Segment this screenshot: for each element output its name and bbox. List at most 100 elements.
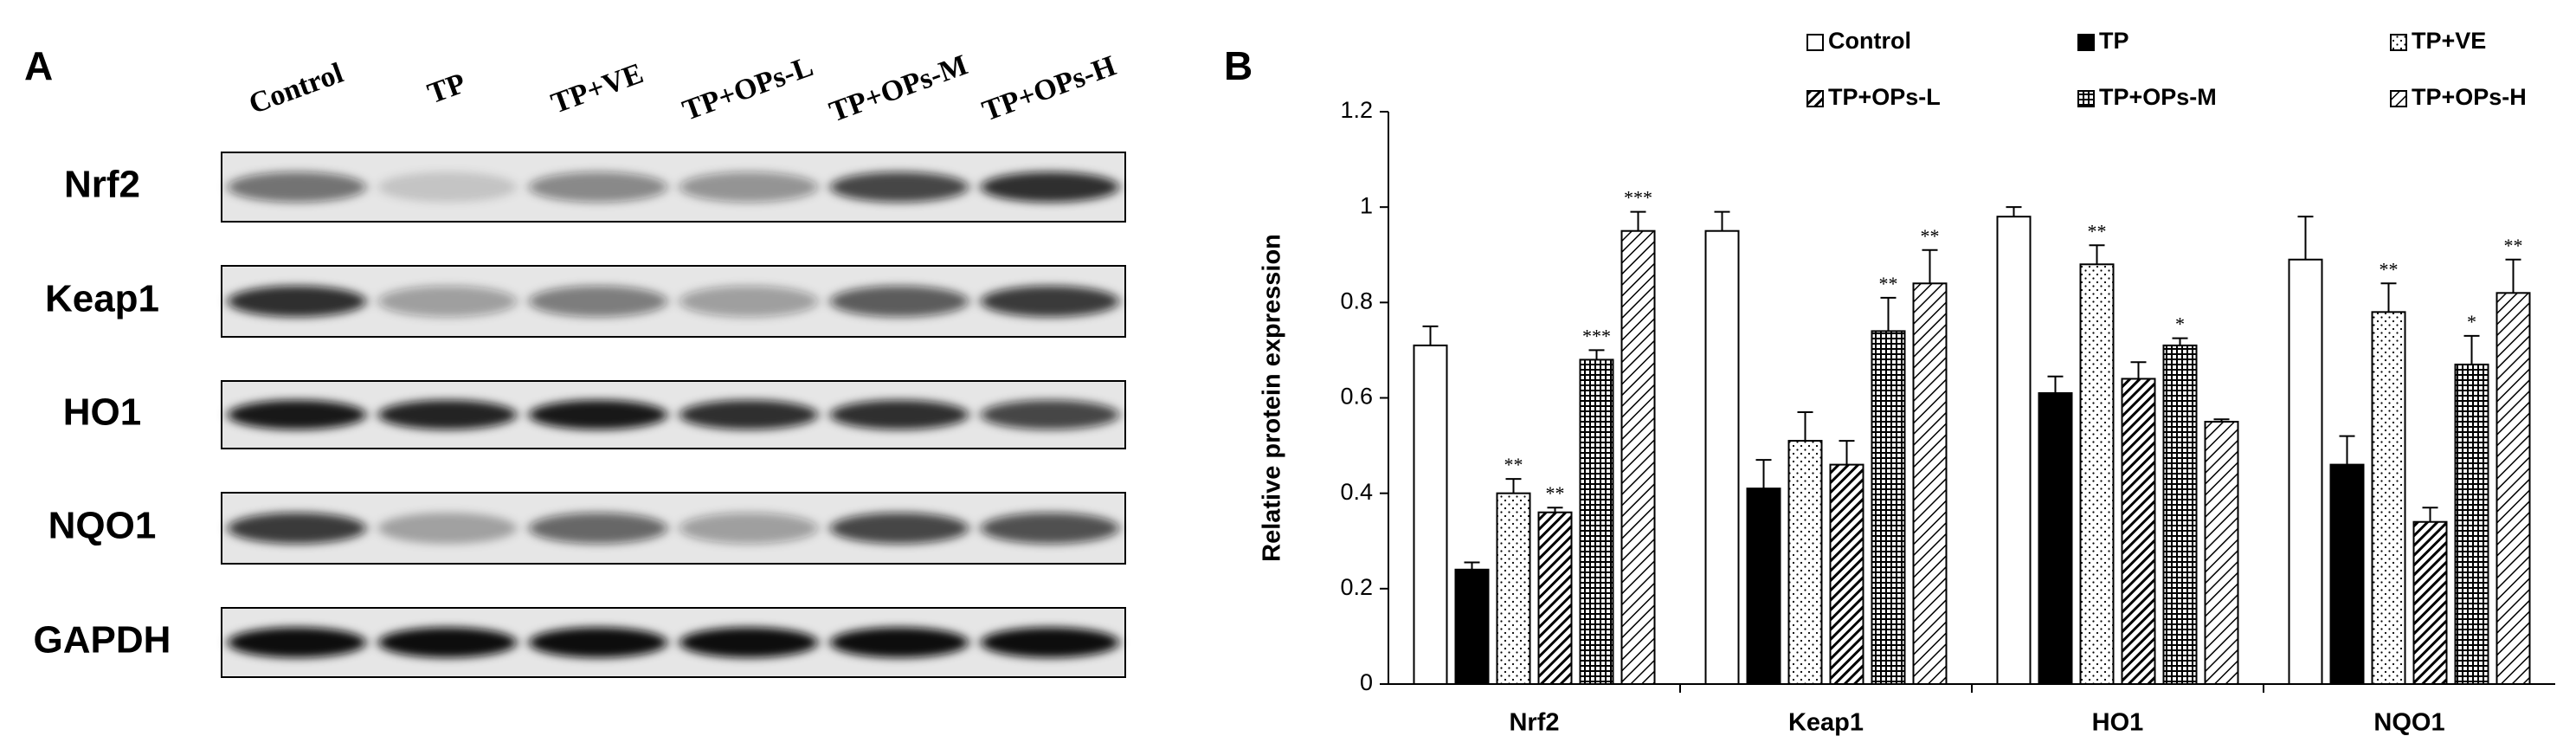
lane-label: TP+OPs-M <box>825 49 971 129</box>
legend-label: TP+VE <box>2412 28 2486 54</box>
bar <box>1787 440 1823 685</box>
error-bar <box>2463 334 2480 365</box>
band <box>679 627 819 658</box>
error-bar <box>1505 478 1522 494</box>
bar <box>2288 258 2323 685</box>
band <box>980 285 1120 318</box>
lane-label: Control <box>245 57 348 120</box>
error-bar <box>2130 361 2147 379</box>
band <box>980 171 1120 203</box>
blot-background <box>221 265 1126 338</box>
blot-background <box>221 152 1126 223</box>
bar <box>2038 391 2073 685</box>
band <box>528 399 668 430</box>
x-tick-label: HO1 <box>2092 709 2144 737</box>
error-bar <box>1588 349 1605 360</box>
error-bar <box>2297 216 2314 260</box>
row-label: GAPDH <box>34 619 171 662</box>
error-bar <box>2006 206 2022 217</box>
legend-swatch <box>1806 34 1824 51</box>
band <box>679 285 819 318</box>
legend-label: TP+OPs-M <box>2099 84 2217 110</box>
band <box>377 399 518 430</box>
band <box>980 399 1120 430</box>
error-bar <box>1880 296 1897 332</box>
error-bar <box>1547 507 1563 513</box>
row-label: Keap1 <box>45 278 159 320</box>
bar <box>1620 229 1656 686</box>
band <box>227 627 367 658</box>
error-bar <box>1422 325 1439 345</box>
bar <box>2162 344 2198 685</box>
bar <box>2204 421 2239 685</box>
lane-label: TP+VE <box>547 57 647 119</box>
legend-swatch <box>2390 34 2407 51</box>
band <box>980 512 1120 545</box>
bar <box>2121 378 2156 685</box>
y-tick-label: 0.2 <box>1340 574 1373 600</box>
band <box>377 285 518 318</box>
error-bar <box>2089 244 2105 265</box>
significance: ### <box>1457 581 1488 604</box>
x-tick-label: NQO1 <box>2373 709 2444 737</box>
legend-swatch <box>2077 34 2095 51</box>
error-bar <box>1839 440 1855 465</box>
significance: *** <box>1624 187 1652 209</box>
legend-label: TP+OPs-H <box>2412 84 2527 110</box>
band <box>528 627 668 658</box>
error-bar <box>1630 210 1646 231</box>
error-bar <box>2339 435 2355 465</box>
band <box>528 512 668 545</box>
band <box>679 171 819 203</box>
error-bar <box>2380 282 2397 313</box>
bar <box>1496 492 1531 686</box>
band <box>377 512 518 545</box>
band <box>528 285 668 318</box>
legend-swatch <box>2390 90 2407 107</box>
bar <box>2079 263 2115 685</box>
band <box>980 627 1120 658</box>
significance: ## <box>2337 476 2358 499</box>
row-label: Nrf2 <box>64 164 140 206</box>
legend-label: TP <box>2099 28 2129 54</box>
bar <box>2371 311 2406 685</box>
x-tick-label: Keap1 <box>1788 709 1864 737</box>
blot-background <box>221 607 1126 678</box>
x-tick-label: Nrf2 <box>1509 709 1559 737</box>
panel-label: B <box>1224 43 1253 88</box>
y-axis-label: Relative protein expression <box>1259 234 1286 562</box>
bar <box>2329 463 2365 685</box>
band <box>227 171 367 203</box>
bar <box>2454 363 2489 685</box>
bar <box>1912 282 1948 685</box>
bar <box>1704 229 1740 686</box>
band <box>227 399 367 430</box>
band <box>679 512 819 545</box>
significance: ### <box>2040 404 2071 427</box>
legend-swatch <box>2077 90 2095 107</box>
error-bar <box>2047 375 2064 393</box>
error-bar <box>2213 418 2230 423</box>
legend-label: Control <box>1828 28 1911 54</box>
significance: ** <box>2504 235 2523 256</box>
y-tick-label: 1 <box>1360 192 1373 218</box>
bands <box>227 627 1120 658</box>
significance: ** <box>2088 220 2107 242</box>
significance: ### <box>1748 500 1780 523</box>
band <box>829 171 969 203</box>
lane-label: TP+OPs-L <box>679 50 817 127</box>
significance: ** <box>2380 258 2399 280</box>
error-bar <box>1922 249 1938 284</box>
y-tick-label: 0.6 <box>1340 384 1373 410</box>
legend-label: TP+OPs-L <box>1828 84 1941 110</box>
bands <box>227 399 1120 430</box>
bands <box>227 171 1120 203</box>
bar <box>1996 216 2032 685</box>
error-bar <box>1755 459 1772 489</box>
bar <box>1454 568 1490 685</box>
significance: ** <box>1546 482 1565 504</box>
significance: *** <box>1582 325 1611 346</box>
blot-background <box>221 492 1126 565</box>
significance: ** <box>1921 225 1940 247</box>
bar <box>1537 511 1573 686</box>
